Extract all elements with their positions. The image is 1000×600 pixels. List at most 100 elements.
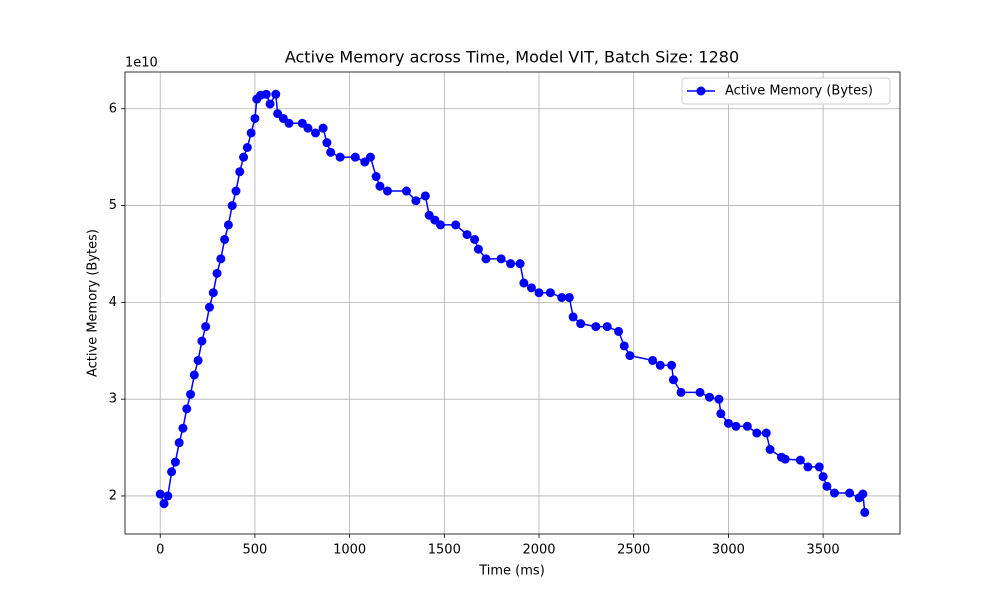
data-point — [201, 322, 211, 332]
data-point — [752, 428, 762, 438]
data-point — [655, 360, 665, 370]
data-point — [614, 326, 624, 336]
data-point — [564, 293, 574, 303]
data-point — [212, 268, 222, 278]
data-point — [420, 191, 430, 201]
data-point — [473, 244, 483, 254]
data-point — [227, 201, 237, 211]
data-point — [242, 142, 252, 152]
y-tick-label: 4 — [109, 295, 117, 310]
data-point — [481, 254, 491, 264]
x-tick-label: 1500 — [428, 543, 461, 558]
data-point — [204, 302, 214, 312]
data-point — [303, 123, 313, 133]
data-point — [695, 387, 705, 397]
data-point — [246, 128, 256, 138]
data-point — [365, 152, 375, 162]
data-point — [515, 259, 525, 269]
x-tick-label: 3500 — [807, 543, 840, 558]
data-point — [668, 375, 678, 385]
y-tick-label: 3 — [109, 392, 117, 407]
data-point — [271, 89, 281, 99]
data-point — [519, 278, 529, 288]
data-point — [411, 196, 421, 206]
data-point — [401, 186, 411, 196]
data-point — [155, 489, 165, 499]
data-point — [182, 404, 192, 414]
data-point — [189, 370, 199, 380]
data-point — [216, 254, 226, 264]
x-axis-label: Time (ms) — [478, 564, 545, 579]
data-point — [506, 259, 516, 269]
data-point — [780, 454, 790, 464]
data-point — [383, 186, 392, 196]
data-point — [318, 123, 328, 133]
x-tick-label: 2000 — [522, 543, 555, 558]
data-point — [470, 234, 480, 244]
data-point — [667, 360, 677, 370]
data-point — [220, 234, 230, 244]
data-point — [526, 283, 536, 293]
data-point — [576, 319, 586, 329]
legend-label: Active Memory (Bytes) — [725, 84, 873, 99]
data-point — [845, 488, 855, 498]
data-point — [311, 128, 321, 138]
data-point — [602, 322, 612, 332]
data-point — [858, 489, 868, 499]
data-point — [261, 89, 271, 99]
x-tick-label: 3000 — [712, 543, 745, 558]
data-point — [265, 99, 275, 109]
data-point — [371, 172, 381, 182]
data-point — [568, 312, 578, 322]
data-point — [223, 220, 233, 230]
data-point — [178, 423, 188, 433]
data-point — [159, 499, 169, 509]
data-point — [723, 418, 733, 428]
data-point — [436, 220, 446, 230]
data-point — [375, 181, 385, 191]
data-point — [170, 457, 180, 467]
data-point — [350, 152, 360, 162]
x-tick-label: 1000 — [333, 543, 366, 558]
data-point — [197, 336, 207, 346]
data-point — [167, 467, 177, 477]
data-point — [803, 462, 813, 472]
y-tick-label: 2 — [109, 488, 117, 503]
legend-marker — [696, 86, 706, 96]
data-point — [619, 341, 629, 351]
data-point — [545, 288, 555, 298]
chart-title: Active Memory across Time, Model VIT, Ba… — [285, 48, 739, 67]
data-point — [814, 462, 824, 472]
data-point — [284, 118, 294, 128]
data-point — [625, 351, 635, 361]
y-tick-label: 5 — [109, 198, 117, 213]
data-point — [557, 293, 567, 303]
data-point — [534, 288, 544, 298]
data-point — [765, 444, 775, 454]
data-point — [818, 472, 828, 482]
plot-frame — [124, 71, 901, 535]
data-point — [231, 186, 241, 196]
data-point — [714, 394, 724, 404]
data-point — [704, 392, 714, 402]
legend-box — [681, 77, 891, 105]
data-point — [208, 288, 218, 298]
data-point — [163, 491, 173, 501]
data-point — [326, 147, 336, 157]
data-point — [822, 481, 832, 491]
data-point — [716, 409, 726, 419]
data-point — [335, 152, 345, 162]
data-point — [742, 421, 752, 431]
data-point — [186, 389, 196, 399]
data-point — [239, 152, 249, 162]
data-point — [496, 254, 506, 264]
y-axis-label: Active Memory (Bytes) — [86, 229, 101, 377]
data-point — [761, 428, 771, 438]
data-point — [322, 138, 332, 148]
data-point — [193, 355, 203, 365]
data-point — [676, 387, 686, 397]
y-offset-label: 1e10 — [125, 56, 158, 71]
data-point — [235, 167, 245, 177]
data-point — [174, 438, 184, 448]
